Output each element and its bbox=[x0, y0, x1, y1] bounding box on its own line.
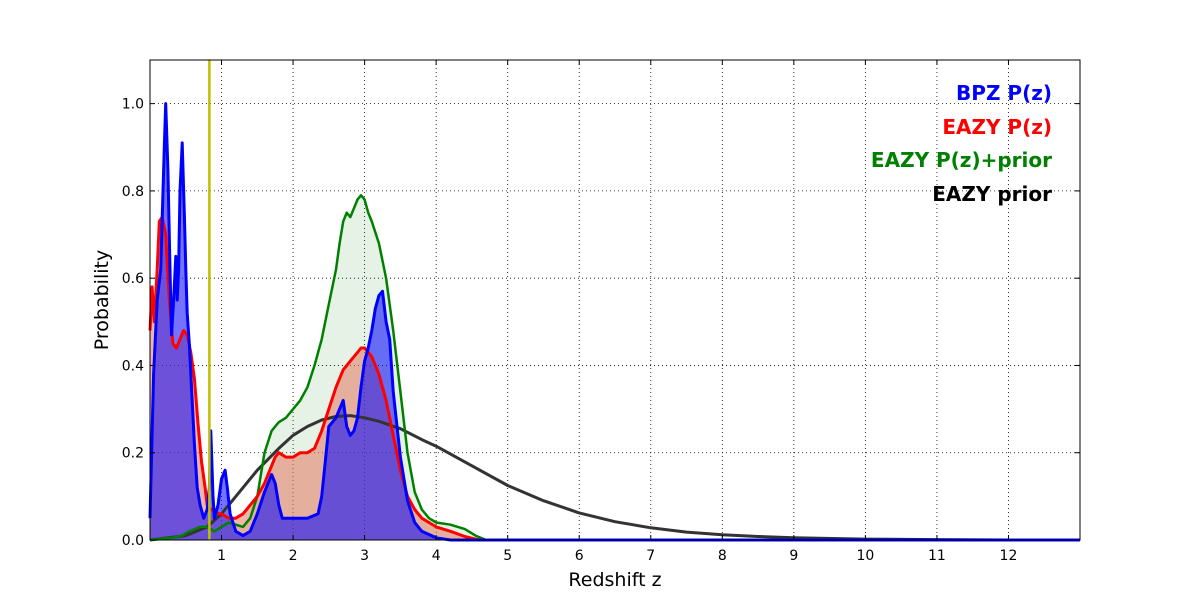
y-axis-label: Probability bbox=[91, 250, 113, 350]
axis-ticks: 1 2 3 4 5 6 7 8 9 10 11 120.00.20.40.60.81.0 bbox=[122, 60, 1080, 564]
series-line-2 bbox=[149, 194, 1080, 542]
y-tick-label: 1.0 bbox=[122, 97, 144, 113]
x-tick-label: 5 bbox=[503, 548, 512, 564]
y-tick-label: 0.4 bbox=[122, 358, 144, 374]
y-tick-label: 0.0 bbox=[122, 533, 144, 549]
series-line-1 bbox=[148, 215, 1080, 542]
series-lines bbox=[148, 102, 1080, 542]
series-fill-0 bbox=[150, 103, 1080, 540]
x-tick-label: 2 bbox=[289, 548, 298, 564]
x-tick-label: 11 bbox=[928, 548, 946, 564]
x-tick-label: 12 bbox=[1000, 548, 1018, 564]
legend-entry-eazy: EAZY P(z) bbox=[942, 115, 1052, 139]
y-tick-label: 0.2 bbox=[122, 446, 144, 462]
y-tick-label: 0.8 bbox=[122, 184, 144, 200]
x-axis-label: Redshift z bbox=[568, 569, 661, 591]
x-tick-label: 7 bbox=[646, 548, 655, 564]
legend: BPZ P(z) EAZY P(z) EAZY P(z)+prior EAZY … bbox=[871, 81, 1052, 206]
legend-entry-eazy-prior: EAZY prior bbox=[932, 182, 1052, 206]
x-tick-label: 4 bbox=[432, 548, 441, 564]
y-tick-label: 0.6 bbox=[122, 271, 144, 287]
x-tick-label: 1 bbox=[217, 548, 226, 564]
legend-entry-eazy-prior-combined: EAZY P(z)+prior bbox=[871, 148, 1052, 172]
x-tick-label: 6 bbox=[575, 548, 584, 564]
series-line-3 bbox=[149, 414, 1080, 542]
x-tick-label: 10 bbox=[856, 548, 874, 564]
grid bbox=[150, 60, 1080, 540]
x-tick-label: 9 bbox=[789, 548, 798, 564]
x-tick-label: 8 bbox=[718, 548, 727, 564]
x-tick-label: 3 bbox=[360, 548, 369, 564]
legend-entry-bpz: BPZ P(z) bbox=[956, 81, 1052, 105]
series-line-0 bbox=[148, 102, 1080, 542]
plot-frame bbox=[149, 59, 1081, 541]
series-fills bbox=[150, 103, 1080, 541]
